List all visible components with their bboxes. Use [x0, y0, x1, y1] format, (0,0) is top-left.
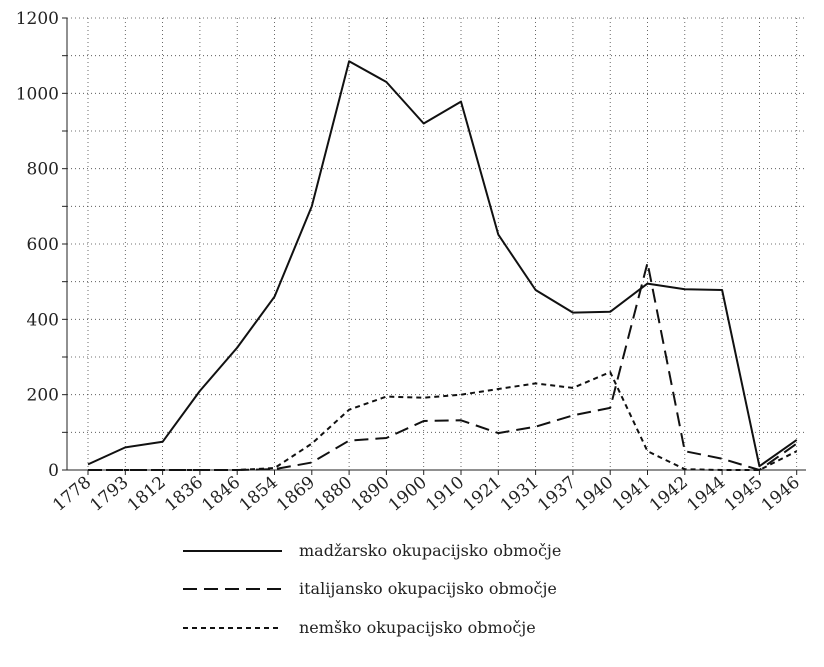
series-line-3	[88, 371, 798, 471]
x-tick-label: 1812	[124, 473, 170, 516]
x-tick-label: 1942	[646, 473, 692, 516]
axes: 0200400600800100012001778179318121836184…	[16, 9, 806, 516]
x-tick-label: 1944	[683, 473, 729, 516]
x-tick-label: 1910	[422, 473, 468, 516]
x-tick-label: 1900	[385, 473, 431, 516]
x-tick-label: 1931	[497, 473, 543, 516]
y-tick-label: 800	[27, 160, 59, 180]
series-line-1	[87, 60, 798, 468]
y-tick-label: 400	[27, 310, 59, 330]
y-tick-label: 600	[27, 235, 59, 255]
y-tick-label: 200	[27, 386, 59, 406]
y-tick-label: 1000	[16, 84, 59, 104]
legend-label-2: italijansko okupacijsko območje	[299, 579, 557, 598]
y-tick-label: 1200	[16, 9, 59, 29]
legend-label-1: madžarsko okupacijsko območje	[299, 541, 561, 560]
x-tick-label: 1836	[161, 473, 207, 516]
x-tick-label: 1846	[198, 473, 244, 516]
y-tick-label: 0	[48, 461, 59, 481]
x-tick-label: 1890	[348, 473, 394, 516]
x-tick-label: 1945	[721, 473, 767, 516]
x-tick-label: 1946	[758, 473, 804, 516]
x-tick-label: 1937	[534, 473, 580, 516]
x-tick-label: 1941	[609, 473, 655, 516]
x-tick-label: 1940	[571, 473, 617, 516]
series-layer	[87, 60, 798, 471]
x-tick-label: 1880	[310, 473, 356, 516]
grid	[67, 17, 806, 470]
legend-label-3: nemško okupacijsko območje	[299, 618, 536, 637]
series-line-2	[88, 261, 798, 471]
x-tick-label: 1921	[460, 473, 506, 516]
x-tick-label: 1854	[236, 473, 282, 516]
legend: madžarsko okupacijsko območje italijansko…	[183, 541, 561, 637]
x-tick-label: 1869	[273, 473, 319, 516]
x-tick-label: 1793	[87, 473, 133, 516]
